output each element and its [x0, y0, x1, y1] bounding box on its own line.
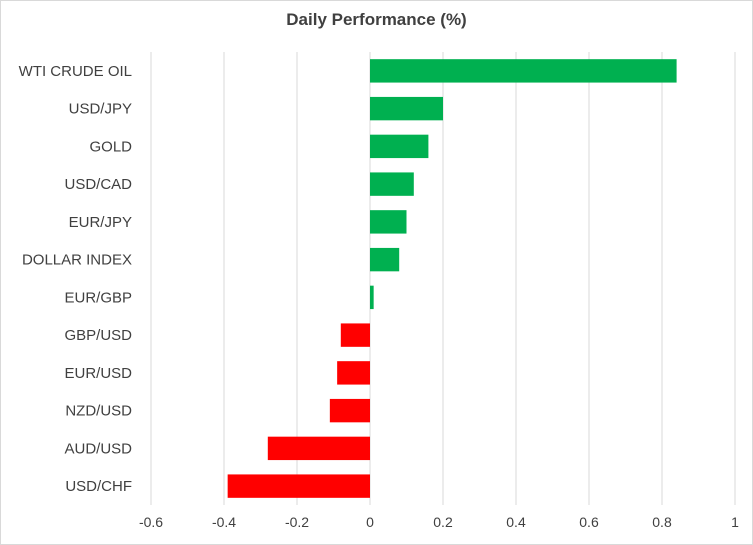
- x-tick-label: 0.4: [506, 514, 526, 530]
- bar: [267, 436, 370, 461]
- x-tick-label: 0.6: [579, 514, 599, 530]
- x-tick-label: 0: [366, 514, 374, 530]
- category-label: EUR/JPY: [69, 214, 132, 231]
- bars: [227, 59, 677, 498]
- x-tick-label: 0.8: [652, 514, 672, 530]
- category-label: USD/CHF: [65, 478, 132, 495]
- bar: [340, 323, 370, 347]
- category-label: GBP/USD: [64, 327, 132, 344]
- bar: [370, 134, 429, 159]
- x-tick-labels: -0.6 -0.4 -0.2 0 0.2 0.4 0.6 0.8 1: [139, 514, 739, 530]
- bar: [337, 361, 370, 385]
- category-label: USD/CAD: [64, 176, 132, 193]
- category-label: EUR/GBP: [64, 289, 132, 306]
- bar: [370, 247, 400, 272]
- bar: [370, 210, 407, 234]
- bar: [329, 398, 370, 423]
- gridlines: [150, 52, 736, 505]
- category-label: EUR/USD: [64, 365, 132, 382]
- x-tick-label: 1: [731, 514, 739, 530]
- category-labels: WTI CRUDE OIL USD/JPY GOLD USD/CAD EUR/JPY DO…: [19, 63, 133, 495]
- x-tick-label: -0.4: [212, 514, 236, 530]
- category-label: WTI CRUDE OIL: [19, 63, 132, 80]
- category-label: AUD/USD: [64, 440, 132, 457]
- x-tick-label: -0.6: [139, 514, 163, 530]
- x-tick-label: 0.2: [433, 514, 453, 530]
- bar: [370, 59, 677, 83]
- bar: [370, 285, 374, 310]
- bar: [370, 172, 414, 196]
- bar: [227, 474, 370, 498]
- chart-title: Daily Performance (%): [286, 10, 467, 29]
- category-label: DOLLAR INDEX: [22, 252, 132, 269]
- x-tick-label: -0.2: [285, 514, 309, 530]
- bar: [370, 96, 443, 121]
- category-label: NZD/USD: [65, 403, 132, 420]
- category-label: USD/JPY: [69, 101, 132, 118]
- category-label: GOLD: [89, 138, 132, 155]
